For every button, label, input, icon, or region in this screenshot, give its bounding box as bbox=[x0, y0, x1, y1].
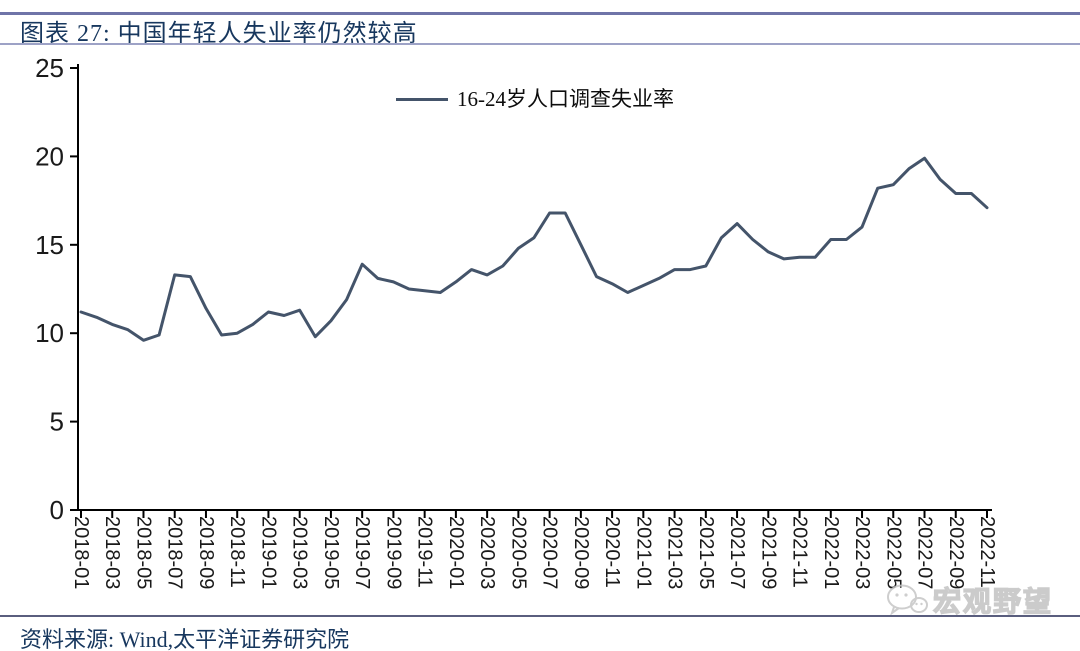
x-tick-label: 2018-07 bbox=[164, 516, 186, 589]
x-tick-label: 2019-03 bbox=[289, 516, 311, 589]
x-tick-label: 2019-09 bbox=[382, 516, 404, 589]
x-tick-label: 2022-03 bbox=[851, 516, 873, 589]
y-tick-label: 5 bbox=[50, 407, 64, 437]
x-tick-label: 2018-05 bbox=[132, 516, 154, 589]
source-note: 资料来源: Wind,太平洋证券研究院 bbox=[20, 627, 350, 651]
x-tick-label: 2021-07 bbox=[726, 516, 748, 589]
top-accent-rule bbox=[0, 12, 1080, 15]
x-tick-label: 2021-11 bbox=[789, 516, 811, 588]
series-line bbox=[79, 156, 989, 342]
x-tick-label: 2020-01 bbox=[445, 516, 467, 589]
x-tick-label: 2020-07 bbox=[539, 516, 561, 589]
x-tick-label: 2021-05 bbox=[695, 516, 717, 589]
bottom-rule bbox=[0, 615, 1080, 617]
x-tick-label: 2020-03 bbox=[476, 516, 498, 589]
x-tick-label: 2020-09 bbox=[570, 516, 592, 589]
x-tick-label: 2018-09 bbox=[195, 516, 217, 589]
title-underline-rule bbox=[0, 43, 1080, 45]
y-tick-label: 20 bbox=[35, 141, 64, 171]
x-tick-label: 2019-07 bbox=[351, 516, 373, 589]
x-tick-label: 2020-11 bbox=[601, 516, 623, 588]
x-tick-label: 2022-05 bbox=[882, 516, 904, 589]
x-tick-label: 2022-01 bbox=[820, 516, 842, 589]
x-tick-label: 2022-11 bbox=[976, 516, 998, 588]
x-tick-label: 2020-05 bbox=[507, 516, 529, 589]
y-tick-label: 10 bbox=[35, 318, 64, 348]
x-tick-label: 2019-11 bbox=[414, 516, 436, 588]
wechat-icon bbox=[887, 584, 928, 616]
x-tick-label: 2019-05 bbox=[320, 516, 342, 589]
y-tick-label: 25 bbox=[35, 53, 64, 83]
x-tick-label: 2022-09 bbox=[945, 516, 967, 589]
chart-legend: 16-24岁人口调查失业率 bbox=[396, 83, 674, 113]
y-tick-label: 0 bbox=[50, 495, 64, 525]
x-tick-label: 2019-01 bbox=[257, 516, 279, 589]
x-tick-label: 2018-11 bbox=[226, 516, 248, 588]
x-tick-label: 2021-01 bbox=[632, 516, 654, 589]
figure-title: 图表 27: 中国年轻人失业率仍然较高 bbox=[20, 21, 418, 47]
legend-line-swatch bbox=[396, 97, 448, 101]
watermark: 宏观野望 bbox=[886, 580, 1053, 620]
x-tick-label: 2018-01 bbox=[70, 516, 92, 589]
legend-label: 16-24岁人口调查失业率 bbox=[457, 87, 674, 111]
x-tick-label: 2021-03 bbox=[664, 516, 686, 589]
x-tick-label: 2018-03 bbox=[101, 516, 123, 589]
x-tick-label: 2022-07 bbox=[914, 516, 936, 589]
watermark-text: 宏观野望 bbox=[932, 585, 1054, 617]
x-tick-label: 2021-09 bbox=[757, 516, 779, 589]
y-tick-label: 15 bbox=[35, 230, 64, 260]
